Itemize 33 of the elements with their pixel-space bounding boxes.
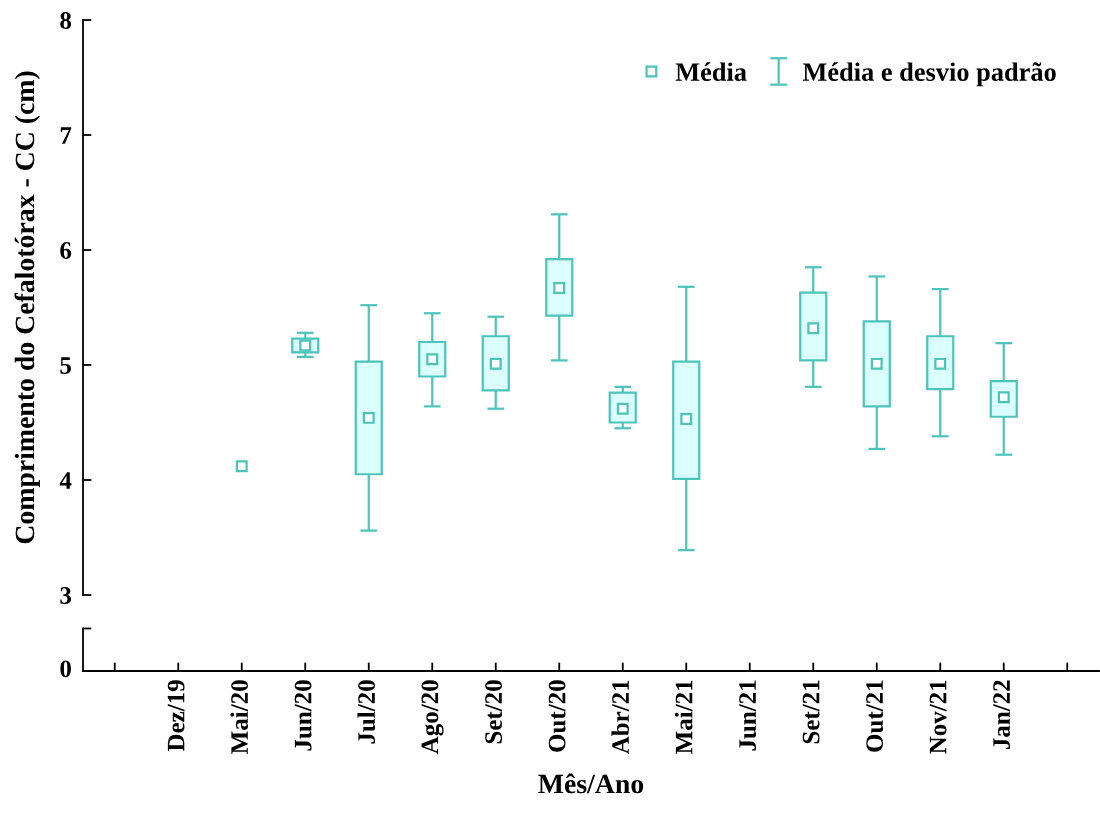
y-tick-label: 5	[60, 357, 71, 374]
point	[489, 357, 502, 370]
x-axis-title: Mês/Ano	[538, 773, 644, 794]
point	[680, 413, 693, 426]
text: 0	[60, 660, 71, 678]
x-tick-label: Jun/20	[294, 680, 312, 751]
x-tick-label: Jul/20	[357, 680, 376, 744]
x-tick-label: Jan/22	[993, 680, 1011, 750]
x-tick-label: Ago/20	[421, 680, 444, 755]
y-tick-label: 4	[59, 472, 72, 489]
x-tick-label: Nov/21	[929, 680, 947, 754]
x-tick-label: Mai/21	[674, 680, 693, 754]
legend-label: Média	[675, 62, 747, 81]
y-axis-title: Comprimento do Cefalotórax - CC (cm)	[14, 71, 40, 544]
x-tick-label: Jun/21	[739, 680, 757, 751]
point	[870, 357, 883, 370]
y-tick-label: 6	[60, 242, 72, 259]
x-tick-label: Abr/21	[611, 680, 630, 755]
point	[807, 322, 820, 335]
x-tick-label: Dez/19	[167, 680, 185, 752]
x-tick-label: Mai/20	[230, 680, 249, 754]
x-tick-label: Out/20	[548, 680, 566, 752]
point	[362, 411, 375, 424]
point	[553, 281, 566, 294]
x-tick-label: Out/21	[866, 680, 884, 752]
y-tick-label: 8	[60, 12, 72, 29]
y-tick-label: 3	[60, 587, 72, 604]
point	[934, 357, 947, 370]
point	[235, 460, 248, 473]
legend-label: Média e desvio padrão	[802, 62, 1056, 87]
x-tick-label: Set/20	[485, 680, 503, 744]
y-tick-label: 7	[60, 127, 72, 144]
x-tick-label: Set/21	[802, 680, 820, 744]
